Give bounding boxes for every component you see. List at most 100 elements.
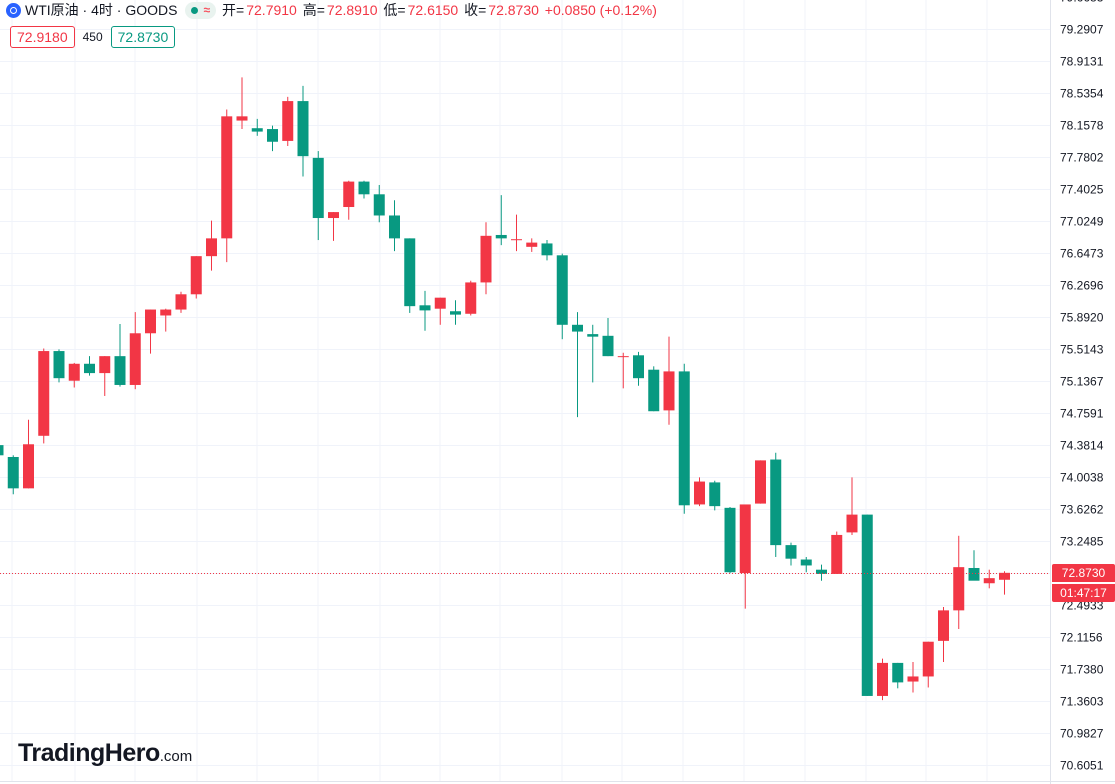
candle	[861, 514, 873, 696]
candle	[648, 366, 660, 412]
candle-body	[556, 255, 568, 325]
candle	[312, 151, 324, 241]
candle	[709, 480, 721, 511]
candle-body	[831, 534, 843, 574]
candle-body	[572, 324, 583, 332]
candle	[68, 362, 80, 388]
ask-button[interactable]: 72.8730	[110, 26, 176, 48]
candle-body	[968, 567, 980, 581]
candle-body	[53, 351, 65, 379]
candle	[373, 184, 385, 223]
candle	[587, 324, 599, 383]
open-label: 开=	[222, 2, 245, 18]
candle	[251, 118, 263, 136]
candle	[99, 356, 111, 396]
candle-body	[129, 333, 141, 385]
candle-body	[328, 212, 339, 219]
ohlc-values: 开= 72.7910 高= 72.8910 低= 72.6150 收= 72.8730 …	[222, 0, 659, 20]
candle-body	[282, 101, 294, 141]
candle	[999, 571, 1010, 595]
candle-body	[892, 662, 904, 683]
candle-body	[709, 482, 721, 507]
candle-body	[343, 181, 355, 208]
candle	[983, 569, 995, 589]
candle-body	[23, 444, 34, 489]
candle	[617, 352, 629, 389]
brand-name: TradingHero	[18, 739, 160, 767]
candle	[907, 662, 919, 693]
change-value: +0.0850 (+0.12%)	[544, 2, 657, 18]
candle-body	[922, 641, 934, 677]
candle-body	[0, 445, 4, 456]
symbol-title[interactable]: WTI原油 · 4时 · GOODS	[25, 2, 178, 18]
candle-body	[84, 363, 95, 374]
candle	[267, 125, 278, 152]
close-value: 72.8730	[488, 2, 539, 18]
candle-body	[373, 194, 385, 216]
bid-button[interactable]: 72.9180	[10, 26, 75, 48]
candle-body	[160, 309, 172, 316]
candle	[663, 336, 675, 425]
y-tick-label: 75.8920	[1060, 311, 1104, 325]
candle-body	[785, 545, 797, 559]
y-tick-label: 78.5354	[1060, 87, 1104, 101]
candle-body	[739, 504, 751, 574]
candle	[114, 323, 126, 387]
candle-body	[206, 238, 217, 257]
candle	[846, 477, 858, 535]
candle	[602, 318, 614, 357]
high-label: 高=	[302, 2, 325, 18]
candle-body	[861, 514, 873, 696]
y-tick-label: 74.3814	[1060, 439, 1104, 453]
candle	[389, 200, 400, 252]
candle	[770, 452, 782, 557]
candle	[282, 96, 294, 146]
candle-body	[663, 371, 675, 411]
candle	[145, 309, 156, 354]
candle-body	[495, 234, 507, 239]
candle	[38, 348, 50, 444]
candle	[938, 606, 949, 663]
open-value: 72.7910	[246, 2, 297, 18]
symbol-legend: WTI原油 · 4时 · GOODS ≈ 开= 72.7910 高= 72.8910…	[6, 0, 659, 20]
candle	[511, 214, 522, 252]
candle	[526, 238, 538, 252]
candle	[694, 477, 705, 507]
y-tick-label: 75.5143	[1060, 343, 1104, 357]
y-tick-label: 75.1367	[1060, 375, 1104, 389]
y-tick-label: 74.7591	[1060, 407, 1104, 421]
y-tick-label: 77.7802	[1060, 151, 1104, 165]
candle-body	[190, 256, 202, 295]
candle	[800, 556, 812, 573]
candle	[572, 312, 583, 418]
market-status-badge[interactable]: ≈	[185, 1, 217, 19]
candle-body	[938, 610, 949, 641]
y-tick-label: 74.0038	[1060, 471, 1104, 485]
candle-body	[480, 235, 492, 283]
candle-body	[7, 456, 19, 489]
candle-body	[617, 356, 629, 358]
last-price-label: 72.8730	[1052, 564, 1115, 582]
candle-body	[587, 334, 599, 337]
candle	[922, 641, 934, 688]
candle	[678, 363, 690, 514]
candle	[633, 351, 644, 386]
candle-body	[800, 559, 812, 566]
y-tick-label: 73.2485	[1060, 535, 1104, 549]
candle-body	[678, 371, 690, 506]
y-tick-label: 71.3603	[1060, 695, 1104, 709]
high-value: 72.8910	[326, 2, 378, 18]
candle	[785, 542, 797, 566]
y-tick-label: 76.2696	[1060, 279, 1104, 293]
candle	[877, 658, 888, 701]
candle	[755, 460, 766, 504]
candle	[328, 212, 339, 241]
brand-logo: TradingHero .com	[18, 739, 192, 768]
y-tick-label: 71.7380	[1060, 663, 1104, 677]
low-value: 72.6150	[407, 2, 459, 18]
candle	[556, 253, 568, 340]
y-tick-label: 76.6473	[1060, 247, 1104, 261]
candle-body	[145, 309, 156, 334]
